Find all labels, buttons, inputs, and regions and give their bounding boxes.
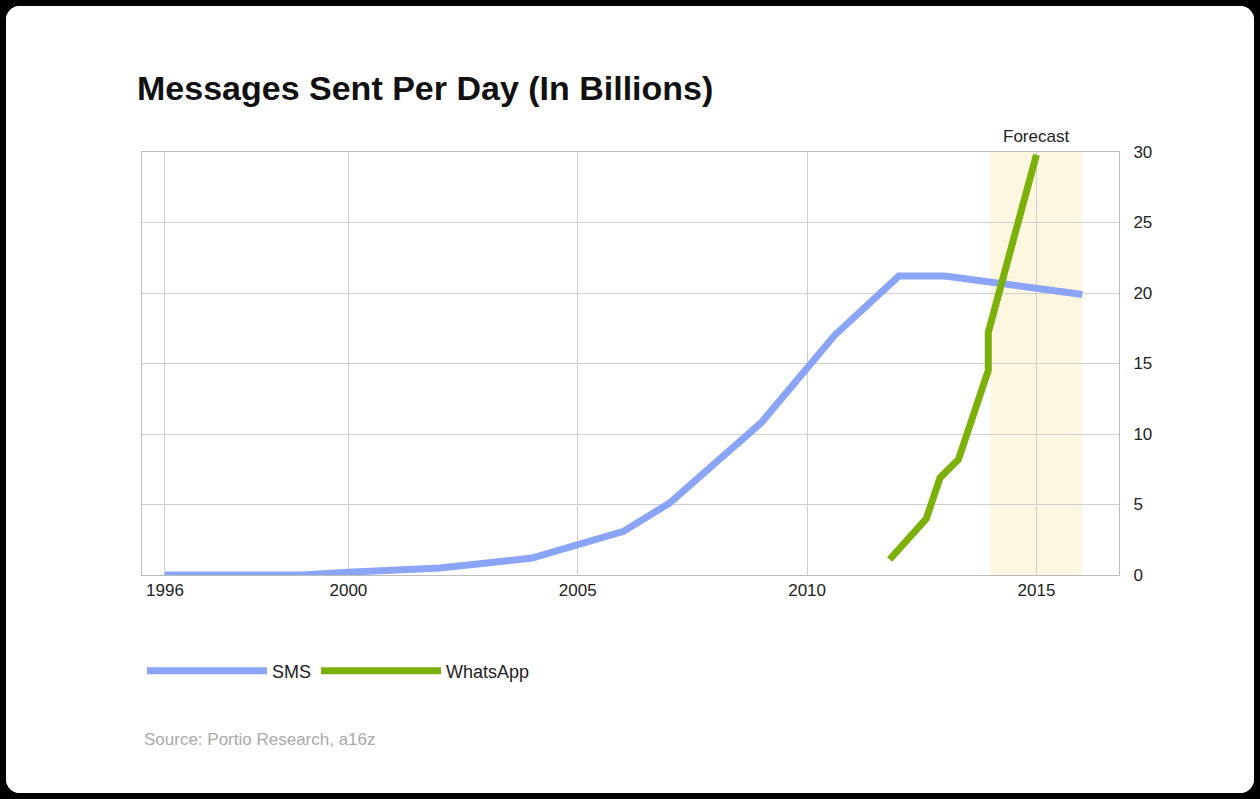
svg-text:SMS: SMS	[272, 662, 311, 682]
svg-text:1996: 1996	[146, 581, 184, 600]
svg-text:Source: Portio Research, a16z: Source: Portio Research, a16z	[144, 730, 376, 749]
svg-text:Forecast: Forecast	[1003, 127, 1069, 146]
svg-text:10: 10	[1133, 425, 1152, 444]
svg-text:WhatsApp: WhatsApp	[446, 662, 529, 682]
svg-text:30: 30	[1133, 143, 1152, 162]
svg-text:5: 5	[1133, 495, 1142, 514]
svg-text:2010: 2010	[788, 581, 826, 600]
svg-text:15: 15	[1133, 354, 1152, 373]
svg-text:Messages Sent Per Day (In Bill: Messages Sent Per Day (In Billions)	[137, 69, 713, 107]
svg-text:25: 25	[1133, 213, 1152, 232]
svg-text:0: 0	[1133, 566, 1142, 585]
svg-text:2000: 2000	[329, 581, 367, 600]
svg-text:2005: 2005	[559, 581, 597, 600]
svg-text:20: 20	[1133, 284, 1152, 303]
svg-text:2015: 2015	[1018, 581, 1056, 600]
